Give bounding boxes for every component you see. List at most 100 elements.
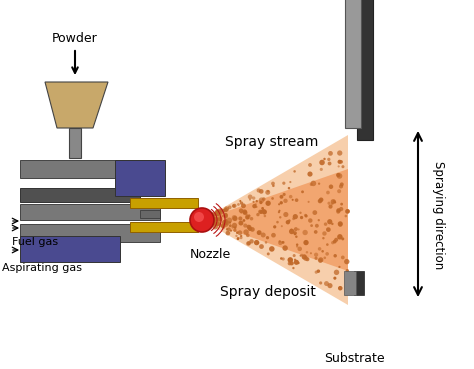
Circle shape (262, 197, 265, 201)
Circle shape (328, 283, 333, 288)
Circle shape (293, 214, 298, 219)
Circle shape (337, 173, 342, 179)
Circle shape (221, 215, 224, 217)
Circle shape (265, 201, 271, 206)
Circle shape (259, 197, 264, 203)
Circle shape (331, 223, 334, 225)
Circle shape (265, 190, 270, 195)
Circle shape (339, 160, 343, 164)
Circle shape (209, 218, 212, 222)
Circle shape (241, 203, 246, 208)
Text: Powder: Powder (52, 31, 98, 45)
Circle shape (267, 252, 270, 255)
Circle shape (317, 269, 320, 273)
Circle shape (246, 214, 249, 217)
Circle shape (282, 241, 284, 244)
Circle shape (325, 252, 329, 256)
Circle shape (220, 225, 223, 227)
Circle shape (289, 181, 292, 183)
Circle shape (210, 219, 212, 221)
Circle shape (240, 212, 242, 214)
Circle shape (250, 227, 255, 232)
Circle shape (324, 223, 328, 226)
Circle shape (249, 239, 254, 244)
Circle shape (345, 209, 350, 214)
Circle shape (259, 244, 264, 249)
Circle shape (322, 231, 327, 236)
Circle shape (328, 204, 333, 209)
Circle shape (303, 240, 309, 245)
Circle shape (292, 199, 294, 201)
Circle shape (292, 267, 295, 269)
Circle shape (321, 250, 324, 253)
Circle shape (290, 261, 294, 265)
Circle shape (267, 190, 269, 192)
Circle shape (301, 190, 304, 193)
Circle shape (330, 199, 336, 204)
Circle shape (239, 200, 241, 202)
Circle shape (278, 203, 280, 205)
Text: Substrate: Substrate (324, 352, 384, 365)
Circle shape (319, 160, 325, 165)
Circle shape (210, 223, 212, 225)
Bar (115, 160, 165, 196)
Circle shape (273, 225, 276, 228)
Circle shape (237, 230, 242, 235)
Circle shape (220, 210, 223, 213)
Circle shape (226, 231, 230, 235)
Circle shape (235, 235, 237, 237)
Circle shape (339, 184, 343, 189)
Circle shape (259, 189, 264, 194)
Circle shape (296, 245, 298, 248)
Circle shape (314, 230, 318, 234)
Circle shape (231, 226, 234, 229)
Circle shape (210, 216, 216, 222)
Circle shape (289, 229, 294, 234)
Circle shape (221, 224, 226, 228)
Circle shape (194, 212, 204, 222)
Circle shape (300, 212, 301, 214)
Circle shape (338, 286, 343, 290)
Circle shape (294, 227, 298, 231)
Circle shape (247, 225, 252, 230)
Circle shape (243, 210, 247, 215)
Bar (344, 271, 356, 295)
Circle shape (232, 223, 237, 228)
Circle shape (283, 199, 288, 203)
Circle shape (292, 254, 296, 257)
Circle shape (249, 199, 251, 201)
Circle shape (210, 214, 213, 217)
Circle shape (302, 230, 308, 235)
Bar (20, 236, 120, 262)
Bar (345, 0, 361, 128)
Circle shape (294, 260, 299, 265)
Circle shape (318, 183, 320, 185)
Circle shape (240, 235, 242, 237)
Circle shape (217, 208, 222, 213)
Circle shape (296, 244, 299, 246)
Text: Spray stream: Spray stream (225, 135, 319, 149)
Bar (130, 198, 198, 208)
Circle shape (280, 257, 283, 260)
Circle shape (243, 219, 246, 222)
Circle shape (315, 270, 318, 274)
Bar (20, 188, 140, 202)
Circle shape (337, 221, 343, 226)
Circle shape (219, 217, 222, 219)
Circle shape (190, 208, 214, 232)
Circle shape (212, 217, 215, 220)
Circle shape (212, 224, 218, 230)
Circle shape (217, 210, 219, 213)
Bar (130, 222, 198, 232)
Circle shape (283, 212, 288, 217)
Circle shape (255, 203, 257, 206)
Circle shape (280, 201, 283, 204)
Circle shape (336, 173, 340, 177)
Circle shape (240, 201, 243, 205)
Bar (20, 224, 160, 242)
Circle shape (326, 191, 330, 194)
Circle shape (243, 230, 249, 235)
Circle shape (289, 261, 293, 266)
Circle shape (210, 214, 213, 217)
Circle shape (341, 237, 344, 240)
